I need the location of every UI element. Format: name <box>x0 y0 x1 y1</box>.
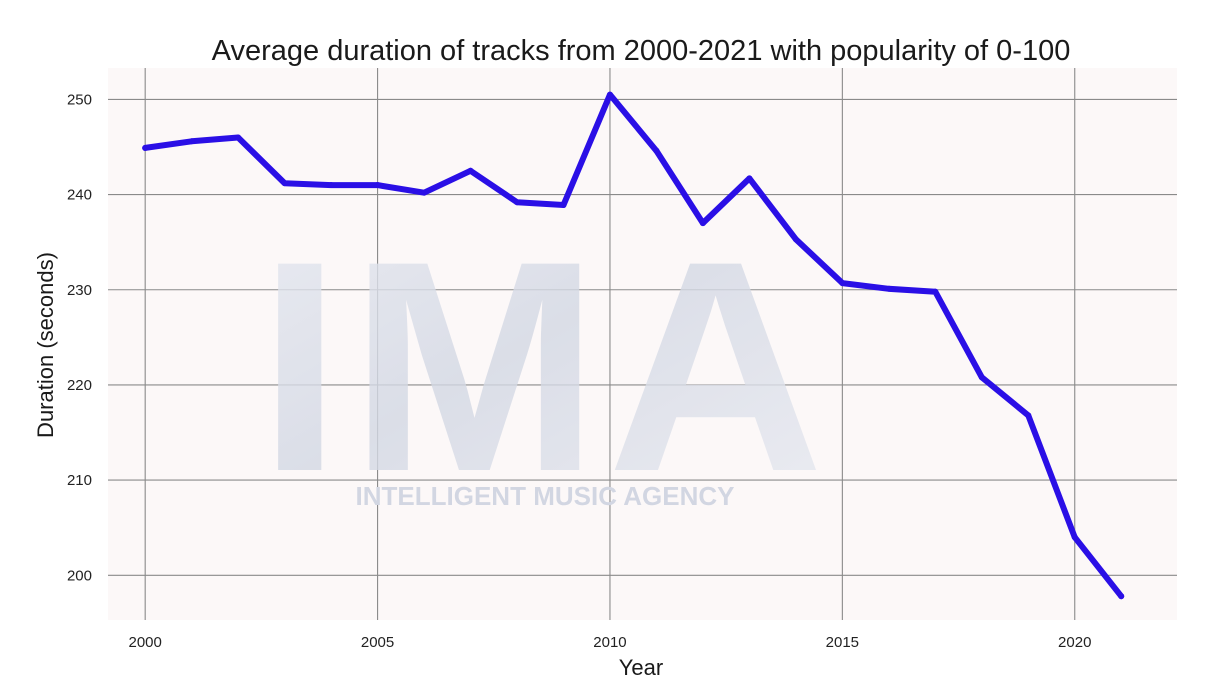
watermark-tagline: INTELLIGENT MUSIC AGENCY <box>356 481 735 511</box>
data-point <box>839 280 846 287</box>
y-tick-label: 250 <box>67 91 92 108</box>
data-point <box>1118 593 1125 600</box>
data-point <box>1071 534 1078 541</box>
data-point <box>514 199 521 206</box>
y-tick-label: 200 <box>67 567 92 584</box>
data-point <box>978 374 985 381</box>
data-point <box>885 285 892 292</box>
watermark: IMA INTELLIGENT MUSIC AGENCY <box>258 198 832 534</box>
axis-ticks: 200 210 220 230 240 250 2000 2005 2010 2015 2020 <box>67 91 1091 651</box>
data-point <box>932 288 939 295</box>
y-tick-label: 220 <box>67 377 92 394</box>
watermark-logo: IMA <box>258 198 832 534</box>
x-axis-label: Year <box>619 655 663 680</box>
series-line-0 <box>142 91 1125 600</box>
data-point <box>281 180 288 187</box>
x-tick-label: 2020 <box>1058 634 1091 651</box>
y-tick-label: 210 <box>67 472 92 489</box>
data-point <box>653 147 660 154</box>
data-point <box>467 167 474 174</box>
data-point <box>188 138 195 145</box>
data-point <box>374 182 381 189</box>
x-tick-label: 2000 <box>128 634 161 651</box>
grid <box>108 68 1177 620</box>
data-point <box>792 236 799 243</box>
x-tick-label: 2005 <box>361 634 394 651</box>
y-tick-label: 240 <box>67 187 92 204</box>
y-tick-label: 230 <box>67 282 92 299</box>
data-point <box>699 220 706 227</box>
data-point <box>560 202 567 209</box>
data-point <box>142 144 149 151</box>
data-point <box>421 189 428 196</box>
x-tick-label: 2015 <box>826 634 859 651</box>
chart-title: Average duration of tracks from 2000-202… <box>212 35 1071 67</box>
data-point <box>328 182 335 189</box>
data-point <box>606 91 613 98</box>
plot-area <box>108 68 1177 620</box>
y-axis-label: Duration (seconds) <box>33 252 58 438</box>
data-point <box>746 175 753 182</box>
x-tick-label: 2010 <box>593 634 626 651</box>
series <box>142 91 1125 600</box>
data-point <box>235 134 242 141</box>
data-point <box>1025 412 1032 419</box>
